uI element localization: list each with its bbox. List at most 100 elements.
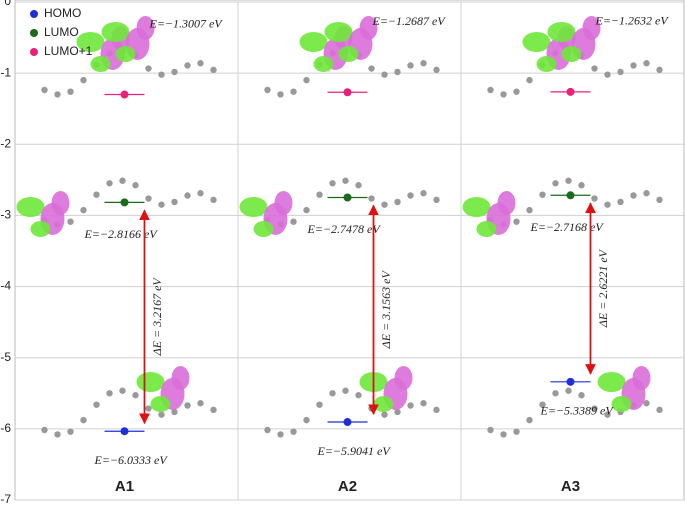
atom — [355, 392, 362, 399]
category-label: A2 — [338, 478, 357, 495]
atom — [656, 66, 663, 74]
atom — [604, 71, 611, 78]
legend-label: HOMO — [44, 6, 81, 20]
orbital-lobe — [394, 366, 413, 390]
atom — [643, 60, 650, 67]
orbital-lobe — [253, 221, 274, 237]
legend-swatch — [30, 10, 38, 18]
atom — [487, 86, 494, 94]
orbital-lobe — [561, 46, 582, 62]
atom — [54, 431, 61, 438]
orbital-lobe — [597, 372, 626, 392]
atom — [41, 426, 48, 434]
atom — [643, 190, 650, 197]
orbital-lobe — [51, 191, 70, 215]
atom — [420, 190, 427, 197]
level-marker — [566, 191, 575, 200]
orbital-lobe — [239, 197, 268, 217]
atom — [617, 198, 624, 206]
atom — [197, 190, 204, 197]
orbital-lobe — [115, 46, 136, 62]
atom — [578, 182, 585, 189]
y-tick-label: 0 — [4, 0, 11, 8]
atom — [132, 392, 139, 399]
atom — [381, 201, 388, 208]
atom — [656, 196, 663, 204]
atom — [145, 65, 152, 72]
atom — [264, 86, 271, 94]
molecule-sketch — [264, 387, 440, 438]
level-marker — [120, 90, 129, 99]
atom — [67, 218, 74, 225]
atom — [513, 88, 520, 95]
molecule-sketch — [41, 177, 217, 228]
orbital-lobes — [547, 16, 601, 62]
atom — [93, 191, 100, 198]
y-tick-label: -2 — [0, 136, 11, 150]
atom — [591, 65, 598, 72]
orbital-lobes — [136, 366, 190, 412]
orbital-lobes — [597, 366, 651, 412]
atom — [368, 195, 375, 202]
level-marker — [120, 198, 129, 207]
atom — [394, 408, 401, 416]
gap-label: ΔE = 3.1563 eV — [379, 270, 393, 350]
value-label: E=−6.0333 eV — [94, 453, 169, 467]
atom — [433, 66, 440, 74]
atom — [277, 431, 284, 438]
atom — [264, 426, 271, 434]
value-label: E=−2.7168 eV — [530, 220, 605, 234]
orbital-lobe — [462, 197, 491, 217]
atom — [171, 408, 178, 416]
atom — [80, 76, 87, 84]
atom — [80, 206, 87, 214]
orbital-lobes — [359, 366, 413, 412]
atom — [184, 62, 191, 69]
orbital-lobe — [582, 16, 601, 40]
value-label: E=−1.2687 eV — [372, 14, 447, 28]
atom — [643, 400, 650, 407]
orbital-lobe — [313, 56, 334, 72]
atom — [158, 71, 165, 78]
level-marker — [566, 87, 575, 96]
atom — [565, 177, 572, 184]
atom — [407, 62, 414, 69]
value-label: E=−1.2632 eV — [595, 14, 670, 28]
orbital-lobe — [476, 221, 497, 237]
y-tick-label: -6 — [0, 421, 11, 435]
orbital-lobe — [274, 191, 293, 215]
atom — [329, 180, 336, 187]
orbital-lobe — [76, 32, 105, 52]
atom — [145, 195, 152, 202]
atom — [630, 62, 637, 69]
orbital-lobes — [324, 16, 378, 62]
atom — [342, 177, 349, 184]
atom — [277, 91, 284, 98]
orbital-lobe — [324, 22, 353, 42]
value-label: E=−1.3007 eV — [149, 16, 224, 30]
atom — [67, 88, 74, 95]
level-marker — [566, 377, 575, 386]
atom — [197, 60, 204, 67]
orbital-lobes — [239, 191, 293, 237]
orbital-lobe — [101, 22, 130, 42]
orbital-lobes — [16, 191, 70, 237]
atom — [526, 206, 533, 214]
atom — [526, 76, 533, 84]
atom — [145, 405, 152, 412]
atom — [500, 91, 507, 98]
atom — [591, 195, 598, 202]
atom — [210, 66, 217, 74]
atom — [303, 416, 310, 424]
atom — [80, 416, 87, 424]
value-label: E=−2.8166 eV — [84, 227, 159, 241]
atom — [552, 390, 559, 397]
atom — [407, 402, 414, 409]
legend-label: LUMO — [44, 25, 79, 39]
orbital-lobe — [338, 46, 359, 62]
orbital-lobe — [497, 191, 516, 215]
y-tick-label: -3 — [0, 208, 11, 222]
atom — [513, 428, 520, 435]
atom — [394, 68, 401, 76]
atom — [394, 198, 401, 206]
